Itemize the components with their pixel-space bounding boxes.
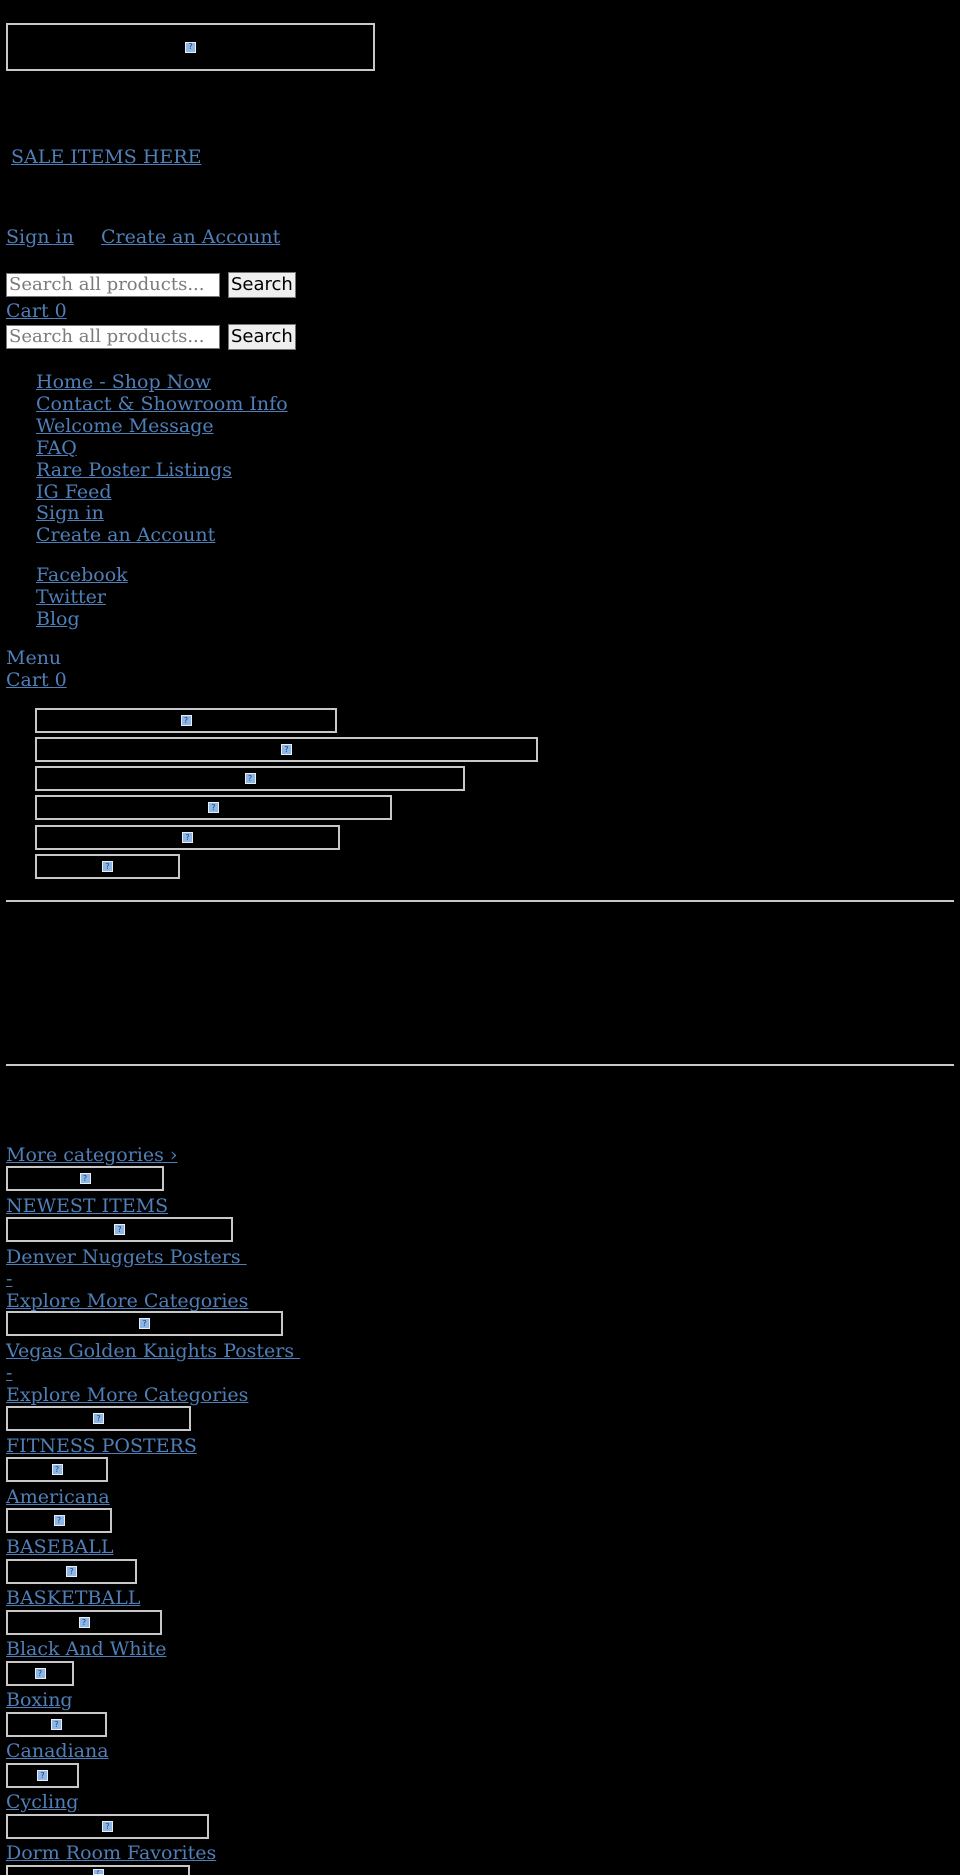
divider [6, 900, 954, 902]
cart-link-mobile[interactable]: Cart 0 [6, 669, 67, 691]
category-link[interactable]: Vegas Golden Knights Posters [6, 1340, 301, 1362]
category-link[interactable]: Boxing [6, 1689, 73, 1711]
category-link[interactable]: Canadiana [6, 1740, 109, 1762]
broken-image-icon: ? [185, 41, 196, 53]
search-button-secondary[interactable]: Search [228, 324, 296, 350]
broken-image-icon: ? [51, 1464, 63, 1475]
category-sub-link[interactable]: - [6, 1362, 13, 1384]
category-link[interactable]: Black And White [6, 1638, 167, 1660]
category-link[interactable]: Denver Nuggets Posters [6, 1246, 247, 1268]
banner-image[interactable]: ? [35, 766, 465, 791]
explore-more-link[interactable]: Explore More Categories [6, 1384, 249, 1406]
broken-image-icon: ? [208, 802, 219, 813]
category-thumbnail[interactable]: ? [6, 1559, 137, 1584]
category-thumbnail[interactable]: ? [6, 1610, 162, 1635]
broken-image-icon: ? [92, 1869, 104, 1875]
nav-item-faq[interactable]: FAQ [36, 437, 77, 459]
explore-more-link[interactable]: Explore More Categories [6, 1290, 249, 1312]
divider [6, 1064, 954, 1066]
broken-image-icon: ? [102, 861, 113, 872]
search-button[interactable]: Search [228, 272, 296, 298]
category-thumbnail[interactable]: ? [6, 1406, 191, 1431]
broken-image-icon: ? [93, 1413, 104, 1424]
category-thumbnail[interactable]: ? [6, 1508, 112, 1533]
create-account-link[interactable]: Create an Account [101, 226, 281, 248]
category-thumbnail[interactable]: ? [6, 1166, 164, 1191]
category-thumbnail[interactable]: ? [6, 1814, 209, 1839]
broken-image-icon: ? [78, 1617, 90, 1628]
nav-item-sign-in[interactable]: Sign in [36, 502, 104, 524]
broken-image-icon: ? [180, 715, 192, 726]
menu-toggle[interactable]: Menu [6, 647, 62, 669]
broken-image-icon: ? [281, 744, 292, 755]
category-thumbnail[interactable]: ? [6, 1457, 108, 1482]
category-link[interactable]: Americana [6, 1486, 110, 1508]
sale-items-link[interactable]: SALE ITEMS HERE [11, 146, 202, 168]
nav-item-ig-feed[interactable]: IG Feed [36, 481, 112, 503]
category-thumbnail[interactable]: ? [6, 1661, 74, 1686]
category-thumbnail[interactable]: ? [6, 1865, 190, 1875]
category-thumbnail[interactable]: ? [6, 1763, 79, 1788]
category-thumbnail[interactable]: ? [6, 1712, 107, 1737]
search-input[interactable]: Search all products... [6, 273, 220, 297]
nav-item-contact[interactable]: Contact & Showroom Info [36, 393, 288, 415]
social-twitter-link[interactable]: Twitter [36, 586, 106, 608]
category-thumbnail[interactable]: ? [6, 1217, 233, 1242]
nav-item-home[interactable]: Home - Shop Now [36, 371, 211, 393]
banner-image[interactable]: ? [35, 737, 538, 762]
broken-image-icon: ? [114, 1224, 125, 1235]
category-link[interactable]: FITNESS POSTERS [6, 1435, 197, 1457]
search-input-secondary[interactable]: Search all products... [6, 325, 220, 349]
broken-image-icon: ? [51, 1719, 62, 1730]
category-sub-link[interactable]: - [6, 1268, 13, 1290]
broken-image-icon: ? [53, 1515, 65, 1526]
category-thumbnail[interactable]: ? [6, 1311, 283, 1336]
banner-image[interactable]: ? [35, 708, 337, 733]
broken-image-icon: ? [34, 1668, 46, 1679]
broken-image-icon: ? [102, 1821, 113, 1832]
banner-image[interactable]: ? [35, 795, 392, 820]
broken-image-icon: ? [37, 1770, 48, 1781]
sign-in-link[interactable]: Sign in [6, 226, 74, 248]
nav-item-rare-posters[interactable]: Rare Poster Listings [36, 459, 232, 481]
nav-item-welcome[interactable]: Welcome Message [36, 415, 214, 437]
broken-image-icon: ? [244, 773, 256, 784]
social-blog-link[interactable]: Blog [36, 608, 80, 630]
category-link[interactable]: NEWEST ITEMS [6, 1195, 169, 1217]
more-categories-link[interactable]: More categories › [6, 1144, 178, 1166]
broken-image-icon: ? [182, 832, 193, 843]
broken-image-icon: ? [66, 1566, 77, 1577]
category-link[interactable]: BASEBALL [6, 1536, 114, 1558]
category-link[interactable]: BASKETBALL [6, 1587, 141, 1609]
nav-item-create-account[interactable]: Create an Account [36, 524, 216, 546]
broken-image-icon: ? [79, 1173, 91, 1184]
banner-image[interactable]: ? [35, 854, 180, 879]
cart-link[interactable]: Cart 0 [6, 300, 67, 322]
social-facebook-link[interactable]: Facebook [36, 564, 128, 586]
category-link[interactable]: Cycling [6, 1791, 79, 1813]
banner-image[interactable]: ? [35, 825, 340, 850]
category-link[interactable]: Dorm Room Favorites [6, 1842, 217, 1864]
site-logo[interactable]: ? [6, 23, 375, 71]
broken-image-icon: ? [139, 1318, 150, 1329]
